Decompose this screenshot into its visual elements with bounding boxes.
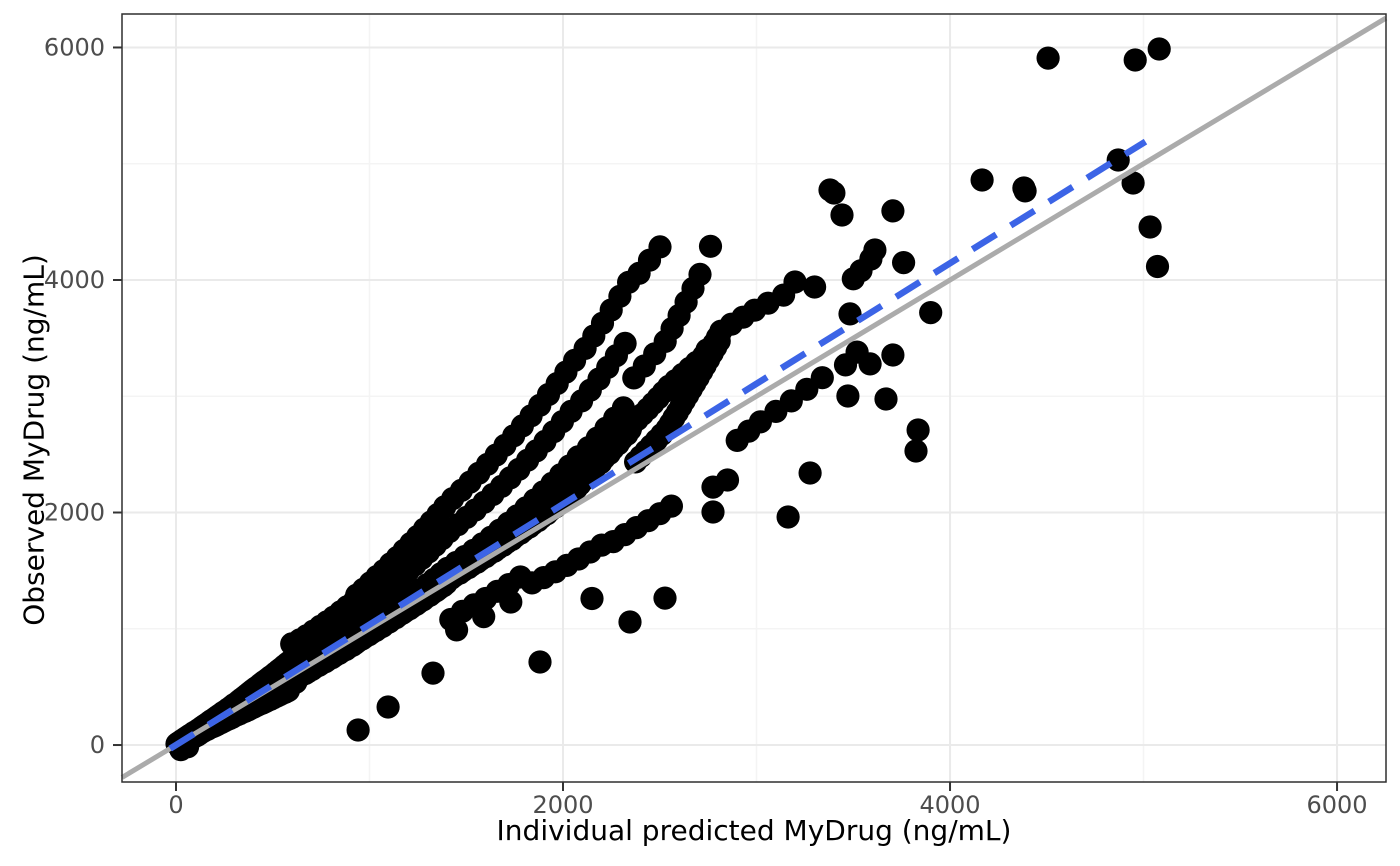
- data-point: [892, 251, 916, 275]
- x-tick-label: 6000: [1307, 791, 1368, 819]
- data-point: [1147, 37, 1171, 61]
- data-point: [659, 494, 684, 518]
- data-point: [874, 387, 898, 411]
- data-point: [618, 610, 642, 634]
- data-point: [688, 262, 712, 286]
- data-point: [346, 718, 370, 742]
- data-point: [499, 590, 523, 614]
- data-point: [648, 235, 672, 259]
- data-point: [783, 270, 807, 294]
- y-tick-label: 4000: [44, 266, 105, 294]
- data-point: [803, 275, 827, 299]
- identity-line: [120, 15, 1388, 780]
- data-point: [919, 301, 943, 325]
- data-point: [906, 418, 930, 442]
- data-point: [830, 203, 854, 227]
- data-point: [1145, 254, 1170, 279]
- data-point: [1123, 48, 1147, 72]
- data-point: [1138, 215, 1162, 239]
- data-point: [1121, 171, 1145, 195]
- x-tick-label: 0: [168, 791, 183, 819]
- x-tick-label: 4000: [919, 791, 980, 819]
- data-point: [528, 650, 552, 674]
- panel-border: [121, 13, 1387, 783]
- data-point: [970, 168, 994, 192]
- y-tick-label: 2000: [44, 499, 105, 527]
- data-point: [863, 238, 887, 262]
- data-point: [701, 475, 725, 499]
- x-tick-label: 2000: [532, 791, 593, 819]
- data-point: [580, 586, 604, 611]
- data-point: [822, 181, 846, 205]
- x-axis-title: Individual predicted MyDrug (ng/mL): [496, 814, 1012, 847]
- data-point: [858, 352, 882, 376]
- data-point: [472, 605, 496, 629]
- data-point: [613, 331, 637, 355]
- data-point: [1013, 179, 1037, 203]
- data-point: [421, 661, 445, 685]
- data-point: [653, 586, 677, 610]
- data-point: [445, 618, 469, 642]
- data-point: [1036, 46, 1060, 70]
- data-point: [810, 366, 834, 390]
- data-point: [838, 302, 862, 326]
- data-point: [881, 199, 905, 223]
- data-point: [798, 461, 822, 485]
- y-tick-label: 0: [90, 731, 105, 759]
- data-point: [776, 505, 800, 529]
- data-point: [701, 500, 725, 524]
- data-point: [904, 439, 928, 463]
- data-point: [376, 695, 400, 719]
- data-point: [836, 384, 860, 408]
- y-tick-label: 6000: [44, 33, 105, 61]
- fit-line: [168, 138, 1148, 752]
- data-point: [698, 234, 723, 258]
- data-point: [881, 343, 905, 367]
- y-axis-title: Observed MyDrug (ng/mL): [17, 254, 51, 626]
